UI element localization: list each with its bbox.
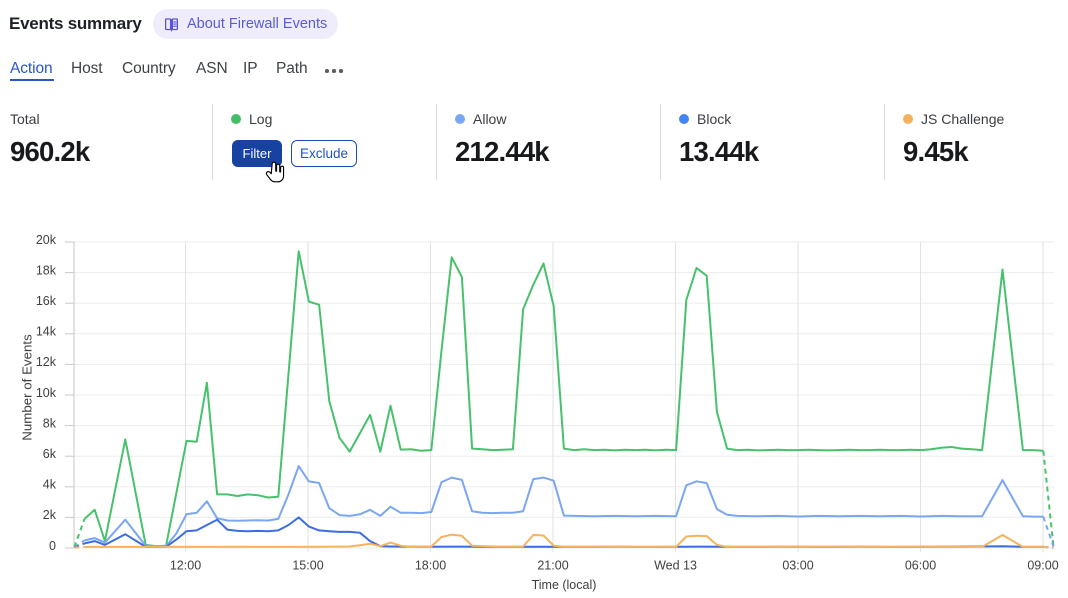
svg-text:14k: 14k [36, 325, 57, 339]
svg-text:09:00: 09:00 [1027, 559, 1058, 573]
svg-text:Time (local): Time (local) [532, 578, 597, 592]
svg-text:06:00: 06:00 [905, 559, 936, 573]
svg-text:20k: 20k [36, 233, 57, 247]
svg-text:18:00: 18:00 [415, 559, 446, 573]
svg-text:2k: 2k [43, 508, 57, 522]
svg-text:Wed 13: Wed 13 [654, 559, 697, 573]
svg-text:4k: 4k [43, 478, 57, 492]
svg-text:12k: 12k [36, 355, 57, 369]
svg-text:10k: 10k [36, 386, 57, 400]
svg-text:21:00: 21:00 [537, 559, 568, 573]
svg-text:8k: 8k [43, 416, 57, 430]
svg-text:Number of Events: Number of Events [20, 334, 35, 441]
svg-text:16k: 16k [36, 294, 57, 308]
svg-text:03:00: 03:00 [782, 559, 813, 573]
svg-text:0: 0 [49, 539, 56, 553]
svg-text:18k: 18k [36, 263, 57, 277]
svg-text:6k: 6k [43, 447, 57, 461]
svg-text:15:00: 15:00 [292, 559, 323, 573]
svg-text:12:00: 12:00 [170, 559, 201, 573]
